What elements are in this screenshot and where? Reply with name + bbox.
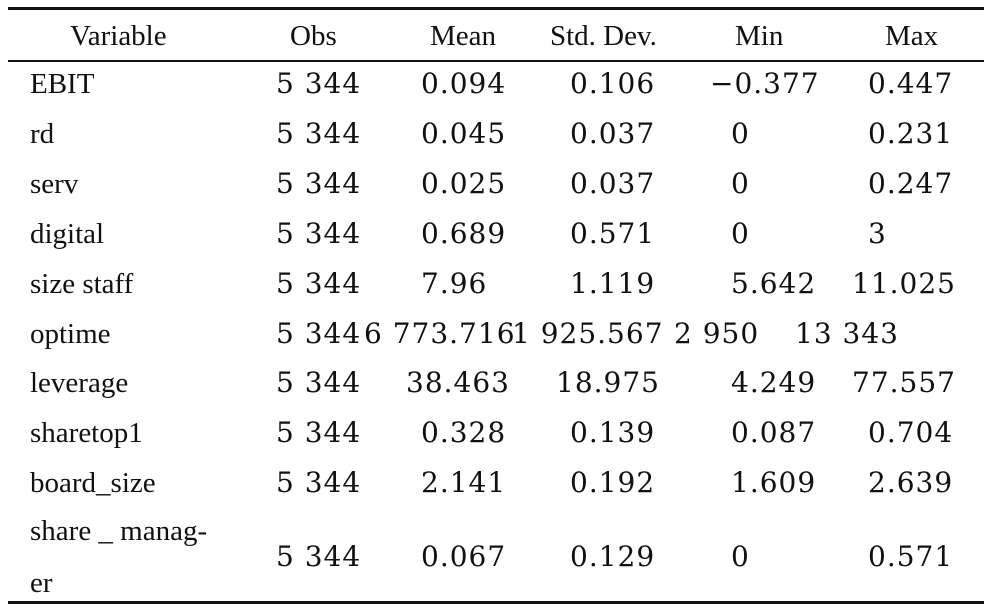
cell-min: 0 bbox=[731, 167, 750, 200]
cell-min: −0.377 bbox=[710, 67, 820, 100]
cell-max: 0.704 bbox=[868, 416, 954, 449]
cell-std-dev: 0.037 bbox=[570, 117, 656, 150]
cell-variable: optime bbox=[30, 318, 111, 350]
header-mean: Mean bbox=[430, 20, 497, 52]
cell-std-dev: 0.106 bbox=[570, 67, 656, 100]
cell-variable-continued: er bbox=[30, 567, 53, 599]
cell-variable: board_size bbox=[30, 467, 156, 499]
cell-max: 0.571 bbox=[868, 540, 954, 573]
cell-min: 2 950 bbox=[674, 317, 760, 350]
cell-variable: leverage bbox=[30, 367, 129, 399]
cell-min: 0 bbox=[731, 217, 750, 250]
cell-variable: EBIT bbox=[30, 68, 95, 100]
cell-min: 1.609 bbox=[731, 466, 817, 499]
cell-obs: 5 344 bbox=[276, 540, 362, 573]
cell-mean: 0.328 bbox=[421, 416, 507, 449]
cell-mean: 0.067 bbox=[421, 540, 507, 573]
cell-std-dev: 1.119 bbox=[570, 267, 656, 300]
cell-std-dev: 0.129 bbox=[570, 540, 656, 573]
cell-std-dev: 18.975 bbox=[556, 366, 660, 399]
cell-variable: size staff bbox=[30, 268, 134, 300]
cell-mean: 38.463 bbox=[406, 366, 510, 399]
cell-std-dev: 0.139 bbox=[570, 416, 656, 449]
cell-variable: rd bbox=[30, 118, 55, 150]
cell-variable: sharetop1 bbox=[30, 417, 143, 449]
header-max: Max bbox=[885, 20, 939, 52]
table-top-rule bbox=[8, 7, 984, 10]
cell-obs: 5 344 bbox=[276, 267, 362, 300]
header-min: Min bbox=[735, 20, 784, 52]
table-header-rule bbox=[8, 60, 984, 62]
cell-max: 0.231 bbox=[868, 117, 954, 150]
cell-max: 0.447 bbox=[868, 67, 954, 100]
cell-max: 3 bbox=[868, 217, 887, 250]
table-bottom-rule bbox=[8, 601, 984, 604]
cell-min: 0 bbox=[731, 540, 750, 573]
cell-min: 0.087 bbox=[731, 416, 817, 449]
cell-obs: 5 344 bbox=[276, 67, 362, 100]
cell-mean: 6 773.716 bbox=[364, 317, 516, 350]
cell-min: 4.249 bbox=[731, 366, 817, 399]
cell-mean: 0.094 bbox=[421, 67, 507, 100]
cell-obs: 5 344 bbox=[276, 317, 362, 350]
cell-mean: 0.689 bbox=[421, 217, 507, 250]
cell-min: 0 bbox=[731, 117, 750, 150]
cell-variable: share _ manag- bbox=[30, 515, 208, 547]
cell-max: 0.247 bbox=[868, 167, 954, 200]
cell-obs: 5 344 bbox=[276, 167, 362, 200]
cell-obs: 5 344 bbox=[276, 217, 362, 250]
cell-max: 11.025 bbox=[852, 267, 956, 300]
cell-variable: digital bbox=[30, 218, 105, 250]
cell-max: 77.557 bbox=[852, 366, 956, 399]
cell-max: 2.639 bbox=[868, 466, 954, 499]
cell-mean: 7.96 bbox=[421, 267, 488, 300]
cell-min: 5.642 bbox=[731, 267, 817, 300]
cell-obs: 5 344 bbox=[276, 366, 362, 399]
cell-std-dev: 1 925.567 bbox=[512, 317, 664, 350]
header-obs: Obs bbox=[290, 20, 337, 52]
cell-obs: 5 344 bbox=[276, 466, 362, 499]
header-std-dev: Std. Dev. bbox=[550, 20, 657, 52]
cell-std-dev: 0.571 bbox=[570, 217, 656, 250]
cell-obs: 5 344 bbox=[276, 117, 362, 150]
header-variable: Variable bbox=[70, 20, 167, 52]
cell-mean: 0.025 bbox=[421, 167, 507, 200]
cell-variable: serv bbox=[30, 168, 79, 200]
cell-mean: 0.045 bbox=[421, 117, 507, 150]
cell-std-dev: 0.192 bbox=[570, 466, 656, 499]
cell-std-dev: 0.037 bbox=[570, 167, 656, 200]
cell-mean: 2.141 bbox=[421, 466, 507, 499]
cell-max: 13 343 bbox=[795, 317, 899, 350]
cell-obs: 5 344 bbox=[276, 416, 362, 449]
